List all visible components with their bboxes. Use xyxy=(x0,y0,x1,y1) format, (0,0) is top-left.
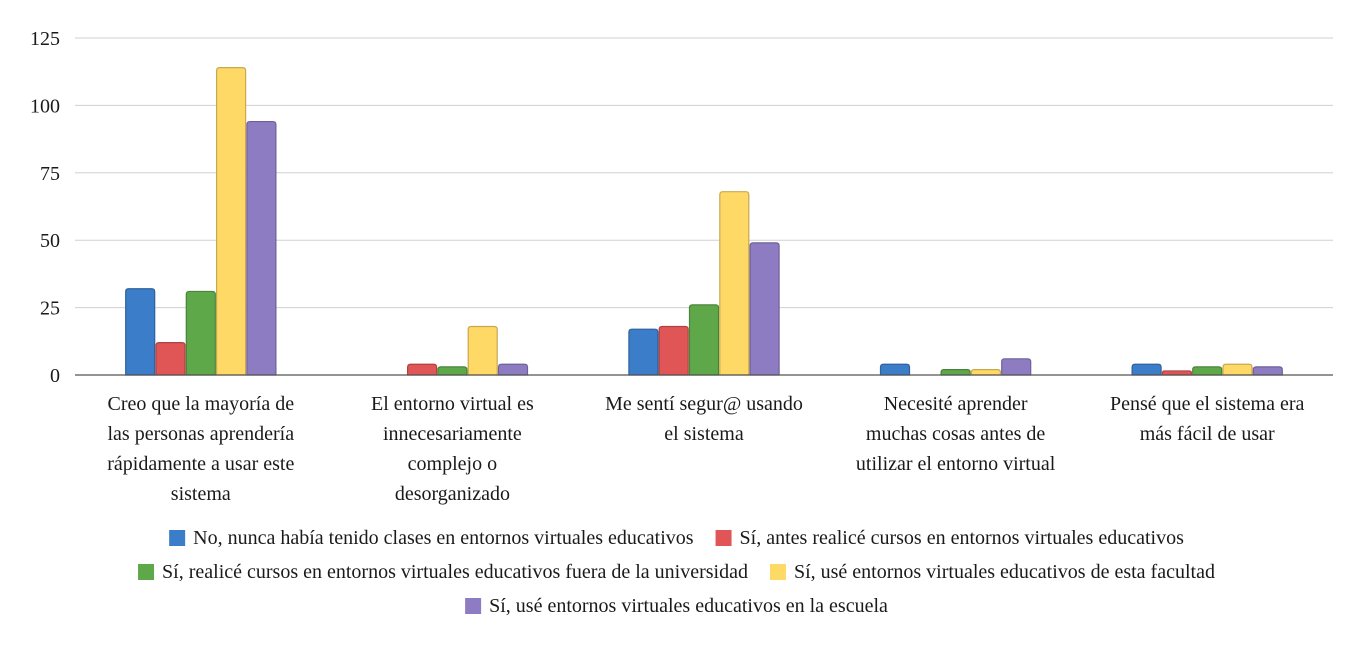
bar xyxy=(719,191,750,376)
category-label: desorganizado xyxy=(395,483,510,505)
bar xyxy=(1131,363,1162,376)
legend: No, nunca había tenido clases en entorno… xyxy=(138,527,1215,617)
bar xyxy=(628,328,659,376)
category-label: el sistema xyxy=(664,423,744,445)
category-label: sistema xyxy=(171,483,231,505)
bar xyxy=(216,67,247,376)
legend-swatch xyxy=(138,564,155,580)
category-label: las personas aprendería xyxy=(108,423,295,445)
legend-item: Sí, usé entornos virtuales educativos en… xyxy=(465,595,888,617)
legend-item: Sí, usé entornos virtuales educativos de… xyxy=(769,561,1215,583)
bar xyxy=(1161,370,1192,376)
legend-label: Sí, usé entornos virtuales educativos en… xyxy=(489,595,888,617)
y-tick-label: 125 xyxy=(30,28,60,50)
y-tick-label: 0 xyxy=(50,365,60,387)
bar xyxy=(1192,366,1223,376)
bar xyxy=(437,366,468,376)
y-tick-label: 100 xyxy=(30,95,60,117)
legend-item: Sí, antes realicé cursos en entornos vir… xyxy=(715,527,1185,549)
bar xyxy=(970,369,1001,376)
bar xyxy=(1001,358,1032,376)
y-tick-label: 75 xyxy=(40,163,60,185)
category-label: utilizar el entorno virtual xyxy=(856,453,1056,475)
bar xyxy=(497,363,529,376)
bar xyxy=(749,242,780,376)
category-label: Creo que la mayoría de xyxy=(108,393,295,415)
legend-swatch xyxy=(169,530,186,546)
category-label: muchas cosas antes de xyxy=(866,423,1046,445)
category-label: rápidamente a usar este xyxy=(107,453,294,475)
bars xyxy=(125,67,1283,376)
y-tick-label: 50 xyxy=(40,230,60,252)
bar xyxy=(879,363,911,376)
legend-swatch xyxy=(769,564,786,580)
category-label: complejo o xyxy=(408,453,497,475)
legend-label: No, nunca había tenido clases en entorno… xyxy=(193,527,694,549)
bar xyxy=(246,120,277,376)
bar xyxy=(407,363,438,376)
bar xyxy=(658,325,689,376)
legend-swatch xyxy=(715,530,732,546)
bar xyxy=(185,290,216,376)
bar xyxy=(125,288,156,376)
category-label: Me sentí segur@ usando xyxy=(605,393,803,415)
category-label: Necesité aprender xyxy=(884,393,1028,415)
legend-label: Sí, realicé cursos en entornos virtuales… xyxy=(162,561,748,583)
bar xyxy=(467,325,498,376)
category-label: El entorno virtual es xyxy=(371,393,534,415)
legend-swatch xyxy=(465,598,482,614)
bar xyxy=(155,342,186,376)
legend-item: No, nunca había tenido clases en entorno… xyxy=(169,527,694,549)
y-axis-ticks: 0 25 50 75 100 125 xyxy=(30,28,60,387)
legend-item: Sí, realicé cursos en entornos virtuales… xyxy=(138,561,748,583)
legend-label: Sí, usé entornos virtuales educativos de… xyxy=(794,561,1215,583)
bar xyxy=(940,369,971,376)
bar xyxy=(1222,363,1253,376)
bar xyxy=(688,304,720,376)
category-label: innecesariamente xyxy=(383,423,522,445)
category-label: Pensé que el sistema era xyxy=(1110,393,1304,415)
bar xyxy=(1252,366,1283,376)
category-label: más fácil de usar xyxy=(1140,423,1275,445)
category-labels: Creo que la mayoría de las personas apren… xyxy=(107,393,1304,505)
gridlines xyxy=(75,37,1333,309)
y-tick-label: 25 xyxy=(40,298,60,320)
legend-label: Sí, antes realicé cursos en entornos vir… xyxy=(740,527,1185,549)
